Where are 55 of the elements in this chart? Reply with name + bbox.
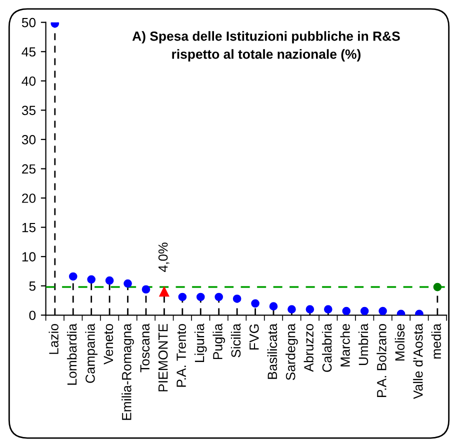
point — [433, 282, 442, 292]
point — [178, 292, 187, 302]
point — [269, 302, 278, 311]
y-tick-label: 15 — [22, 223, 36, 232]
x-tick-label: Veneto — [104, 324, 114, 364]
x-tick-label: Calabria — [322, 323, 332, 372]
point — [142, 285, 150, 294]
point — [360, 306, 369, 316]
point — [87, 275, 96, 284]
x-tick-label: Abruzzo — [304, 324, 314, 372]
x-tick-label: Liguria — [194, 323, 207, 362]
x-tick-label: P.A. Bolzano — [376, 324, 386, 397]
point — [378, 306, 387, 316]
point — [324, 305, 332, 314]
x-tick-label: PIEMONTE — [158, 324, 168, 392]
x-tick-label: Lombardia — [66, 323, 77, 385]
point — [232, 294, 242, 303]
x-tick-label: Molise — [394, 324, 405, 361]
x-tick-label: Umbria — [358, 323, 368, 365]
point — [124, 279, 132, 288]
y-tick-label: 10 — [22, 252, 36, 262]
x-tick-label: Valle d'Aosta — [413, 323, 423, 400]
x-tick-label: Sicilia — [230, 323, 241, 358]
point — [306, 305, 314, 314]
x-tick-label: Campania — [85, 323, 98, 383]
point — [159, 286, 170, 297]
y-tick-label: 40 — [22, 76, 36, 86]
y-tick-label: 30 — [22, 135, 36, 144]
point — [251, 299, 260, 308]
x-tick-label: Toscana — [140, 323, 150, 372]
point — [342, 306, 351, 316]
x-tick-label: media — [431, 323, 441, 359]
x-tick-label: Sardegna — [286, 323, 298, 380]
x-tick-label: Lazio — [48, 324, 58, 354]
x-tick-label: Basilicata — [267, 323, 278, 379]
y-tick-label: 20 — [22, 194, 36, 203]
y-tick-label: 35 — [22, 106, 36, 116]
point — [196, 292, 205, 302]
x-tick-label: Puglia — [212, 323, 225, 360]
annotation: 4,0% — [158, 242, 170, 272]
point — [105, 276, 114, 285]
y-tick-label: 25 — [22, 164, 36, 174]
y-tick-label: 5 — [29, 282, 36, 291]
point — [288, 305, 296, 314]
x-tick-label: P.A. Trento — [176, 324, 186, 387]
y-tick-label: 45 — [22, 47, 36, 57]
point — [68, 272, 78, 281]
point — [415, 310, 424, 316]
x-tick-label: Marche — [340, 324, 350, 366]
point — [214, 292, 224, 302]
text: A) Spesa delle Istituzioni pubbliche in R&S rispetto al totale nazionale (%) — [132, 31, 400, 62]
y-tick-label: 50 — [22, 18, 36, 28]
x-tick-label: FVG — [249, 324, 259, 350]
x-tick-label: Emilia-Romagna — [122, 323, 134, 420]
y-tick-label: 0 — [29, 310, 36, 320]
